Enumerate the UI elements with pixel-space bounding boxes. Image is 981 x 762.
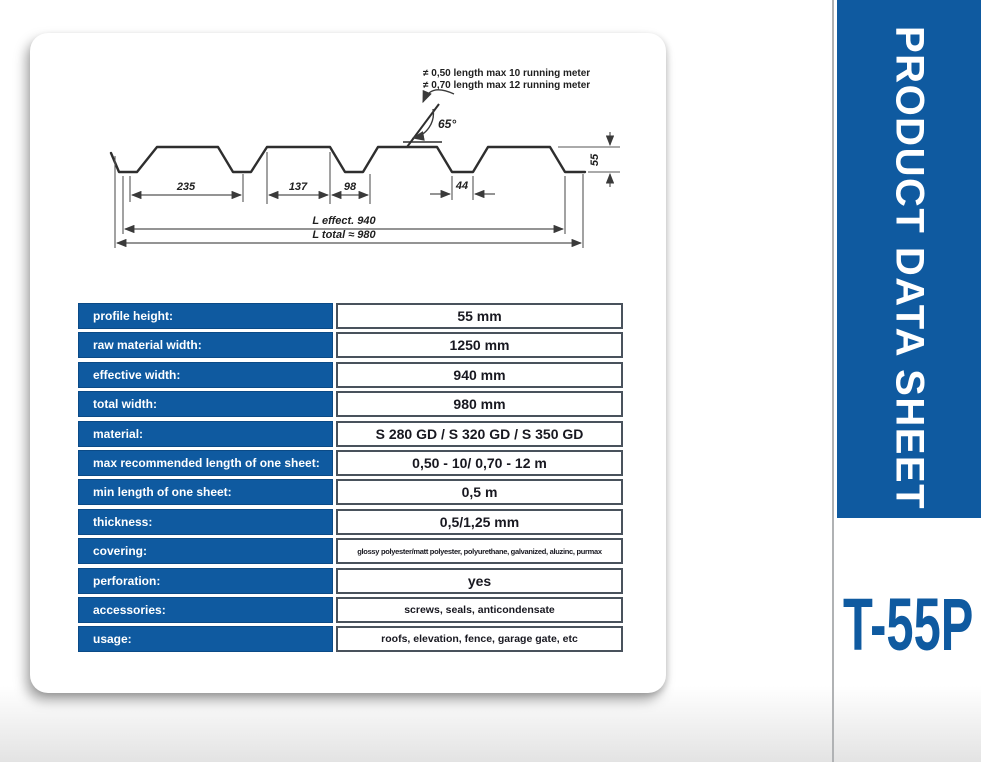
spec-label: material: bbox=[78, 420, 333, 447]
product-code: T-55P bbox=[843, 583, 974, 666]
table-row: accessories: screws, seals, anticondensa… bbox=[78, 596, 623, 623]
spec-label: effective width: bbox=[78, 361, 333, 388]
spec-value: 980 mm bbox=[336, 391, 623, 418]
length-note-line2: ≠ 0,70 length max 12 running meter bbox=[423, 80, 590, 91]
spec-label: profile height: bbox=[78, 303, 333, 329]
table-row: effective width: 940 mm bbox=[78, 361, 623, 388]
angle-label: 65° bbox=[438, 117, 456, 131]
table-row: profile height: 55 mm bbox=[78, 303, 623, 329]
table-row: usage: roofs, elevation, fence, garage g… bbox=[78, 626, 623, 653]
dim-label-98: 98 bbox=[344, 181, 357, 193]
spec-label: min length of one sheet: bbox=[78, 479, 333, 506]
note-leader-arrow bbox=[422, 89, 455, 104]
profile-outline bbox=[109, 145, 587, 174]
side-title-bar: PRODUCT DATA SHEET bbox=[837, 0, 981, 518]
spec-value: 55 mm bbox=[336, 303, 623, 329]
spec-table: profile height: 55 mm raw material width… bbox=[78, 303, 623, 653]
spec-label: covering: bbox=[78, 538, 333, 565]
spec-value: 0,50 - 10/ 0,70 - 12 m bbox=[336, 449, 623, 476]
page-title: PRODUCT DATA SHEET bbox=[887, 26, 932, 511]
spec-value: screws, seals, anticondensate bbox=[336, 596, 623, 623]
spec-value: S 280 GD / S 320 GD / S 350 GD bbox=[336, 420, 623, 447]
table-row: min length of one sheet: 0,5 m bbox=[78, 479, 623, 506]
dim-label-effective: L effect. 940 bbox=[312, 215, 376, 227]
table-row: max recommended length of one sheet: 0,5… bbox=[78, 449, 623, 476]
table-row: raw material width: 1250 mm bbox=[78, 332, 623, 359]
table-row: thickness: 0,5/1,25 mm bbox=[78, 508, 623, 535]
profile-drawing-svg: ≠ 0,50 length max 10 running meter ≠ 0,7… bbox=[109, 68, 620, 248]
datasheet-card: ≠ 0,50 length max 10 running meter ≠ 0,7… bbox=[30, 33, 666, 693]
spec-value: 0,5 m bbox=[336, 479, 623, 506]
spec-label: raw material width: bbox=[78, 332, 333, 359]
spec-value: 1250 mm bbox=[336, 332, 623, 359]
table-row: material: S 280 GD / S 320 GD / S 350 GD bbox=[78, 420, 623, 447]
spec-label: usage: bbox=[78, 626, 333, 653]
table-row: total width: 980 mm bbox=[78, 391, 623, 418]
spec-label: accessories: bbox=[78, 596, 333, 623]
spec-label: total width: bbox=[78, 391, 333, 418]
spec-value: yes bbox=[336, 567, 623, 594]
dim-label-55: 55 bbox=[589, 153, 601, 166]
table-row: perforation: yes bbox=[78, 567, 623, 594]
profile-drawing: ≠ 0,50 length max 10 running meter ≠ 0,7… bbox=[80, 48, 650, 303]
dim-label-total: L total ≈ 980 bbox=[312, 229, 376, 241]
spec-value: 940 mm bbox=[336, 361, 623, 388]
side-divider-line bbox=[832, 0, 834, 762]
spec-value: 0,5/1,25 mm bbox=[336, 508, 623, 535]
spec-label: thickness: bbox=[78, 508, 333, 535]
spec-label: perforation: bbox=[78, 567, 333, 594]
spec-value: roofs, elevation, fence, garage gate, et… bbox=[336, 626, 623, 653]
length-note-line1: ≠ 0,50 length max 10 running meter bbox=[423, 68, 590, 79]
spec-value: glossy polyester/matt polyester, polyure… bbox=[336, 538, 623, 565]
table-row: covering: glossy polyester/matt polyeste… bbox=[78, 538, 623, 565]
angle-slope-line bbox=[406, 103, 440, 148]
dim-label-235: 235 bbox=[176, 181, 196, 193]
angle-arc bbox=[411, 108, 435, 141]
dim-label-137: 137 bbox=[289, 181, 308, 193]
spec-label: max recommended length of one sheet: bbox=[78, 449, 333, 476]
dim-label-44: 44 bbox=[455, 180, 468, 192]
